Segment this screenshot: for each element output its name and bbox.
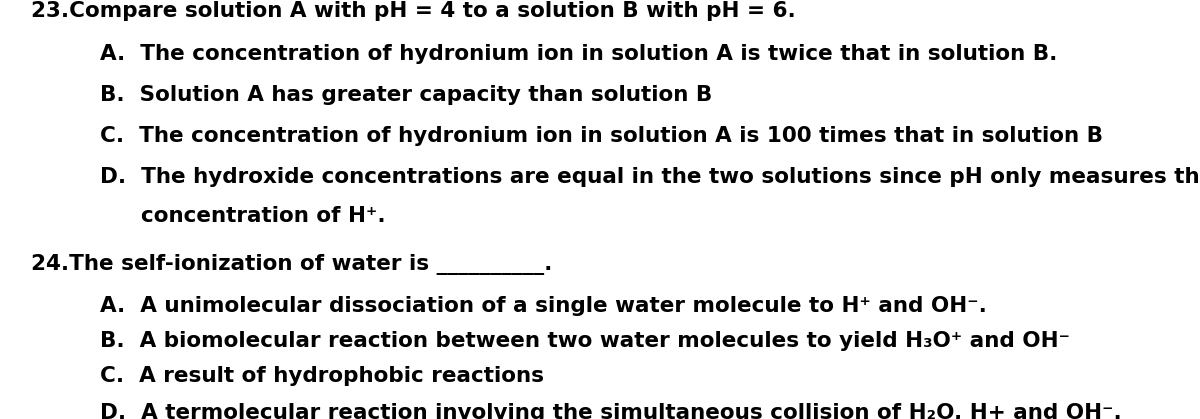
- Text: C.  The concentration of hydronium ion in solution A is 100 times that in soluti: C. The concentration of hydronium ion in…: [101, 126, 1103, 146]
- Text: A.  A unimolecular dissociation of a single water molecule to H⁺ and OH⁻.: A. A unimolecular dissociation of a sing…: [101, 296, 988, 316]
- Text: A.  The concentration of hydronium ion in solution A is twice that in solution B: A. The concentration of hydronium ion in…: [101, 44, 1057, 64]
- Text: concentration of H⁺.: concentration of H⁺.: [142, 206, 386, 226]
- Text: D.  A termolecular reaction involving the simultaneous collision of H₂O, H+ and : D. A termolecular reaction involving the…: [101, 403, 1122, 419]
- Text: B.  A biomolecular reaction between two water molecules to yield H₃O⁺ and OH⁻: B. A biomolecular reaction between two w…: [101, 331, 1070, 351]
- Text: 24.The self-ionization of water is __________.: 24.The self-ionization of water is _____…: [31, 254, 552, 275]
- Text: C.  A result of hydrophobic reactions: C. A result of hydrophobic reactions: [101, 366, 545, 386]
- Text: 23.Compare solution A with pH = 4 to a solution B with pH = 6.: 23.Compare solution A with pH = 4 to a s…: [31, 0, 796, 21]
- Text: B.  Solution A has greater capacity than solution B: B. Solution A has greater capacity than …: [101, 85, 713, 105]
- Text: D.  The hydroxide concentrations are equal in the two solutions since pH only me: D. The hydroxide concentrations are equa…: [101, 167, 1200, 187]
